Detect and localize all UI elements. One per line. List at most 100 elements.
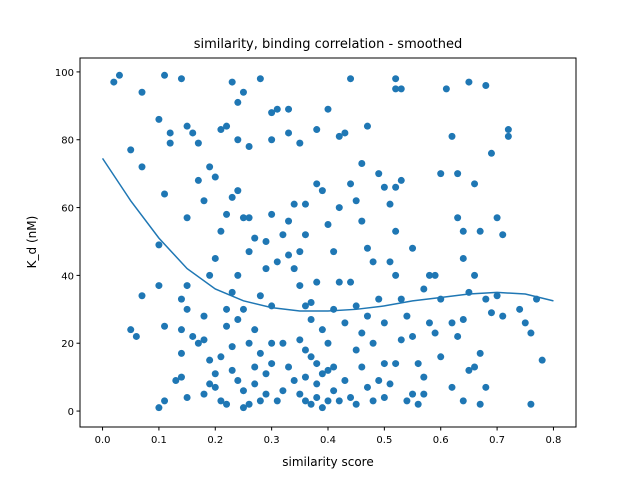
x-tick-label: 0.0 <box>95 435 111 446</box>
scatter-point <box>504 132 512 140</box>
scatter-point <box>211 370 219 378</box>
scatter-point <box>228 288 236 296</box>
scatter-point <box>234 271 242 279</box>
scatter-point <box>127 146 135 154</box>
scatter-point <box>471 363 479 371</box>
scatter-point <box>234 98 242 106</box>
scatter-point <box>200 336 208 344</box>
scatter-point <box>476 227 484 235</box>
scatter-point <box>397 176 405 184</box>
scatter-point <box>313 180 321 188</box>
scatter-point <box>301 231 309 239</box>
scatter-point <box>335 132 343 140</box>
scatter-point <box>324 221 332 229</box>
plot-area: 0.0 0.1 0.2 0.3 0.4 0.5 0.6 0.7 0.8 0 20 40 60 80 100 <box>55 68 562 446</box>
scatter-point <box>335 278 343 286</box>
scatter-point <box>285 129 293 137</box>
scatter-point <box>262 265 270 273</box>
scatter-point <box>132 332 140 340</box>
scatter-point <box>256 397 264 405</box>
scatter-point <box>459 254 467 262</box>
scatter-point <box>487 149 495 157</box>
scatter-point <box>482 81 490 89</box>
scatter-point <box>459 315 467 323</box>
scatter-point <box>279 231 287 239</box>
scatter-point <box>268 109 276 117</box>
x-tick-label: 0.4 <box>320 435 336 446</box>
y-tick-label: 20 <box>61 339 74 350</box>
scatter-point <box>375 377 383 385</box>
scatter-point <box>499 312 507 320</box>
scatter-point <box>239 404 247 412</box>
scatter-point <box>358 159 366 167</box>
scatter-point <box>285 217 293 225</box>
scatter-point <box>363 312 371 320</box>
scatter-point <box>380 360 388 368</box>
scatter-point <box>177 349 185 357</box>
scatter-point <box>239 305 247 313</box>
scatter-point <box>307 400 315 408</box>
scatter-point <box>200 312 208 320</box>
scatter-point <box>482 295 490 303</box>
scatter-point <box>313 126 321 134</box>
scatter-point <box>223 305 231 313</box>
scatter-point <box>183 393 191 401</box>
scatter-point <box>386 380 394 388</box>
scatter-point <box>138 88 146 96</box>
scatter-point <box>301 302 309 310</box>
scatter-point <box>454 332 462 340</box>
scatter-point <box>341 129 349 137</box>
scatter-point <box>538 356 546 364</box>
scatter-point <box>454 170 462 178</box>
scatter-point <box>335 204 343 212</box>
y-axis-label: K_d (nM) <box>25 216 39 269</box>
scatter-point <box>358 329 366 337</box>
y-tick-label: 0 <box>68 407 74 418</box>
scatter-point <box>268 210 276 218</box>
scatter-point <box>307 315 315 323</box>
scatter-point <box>245 400 253 408</box>
scatter-point <box>251 363 259 371</box>
scatter-point <box>403 312 411 320</box>
scatter-point <box>183 282 191 290</box>
scatter-point <box>392 360 400 368</box>
scatter-point <box>268 136 276 144</box>
scatter-point <box>234 136 242 144</box>
scatter-point <box>251 380 259 388</box>
scatter-point <box>392 271 400 279</box>
scatter-point <box>341 377 349 385</box>
scatter-point <box>313 278 321 286</box>
scatter-point <box>459 397 467 405</box>
scatter-point <box>177 75 185 83</box>
scatter-point <box>476 349 484 357</box>
scatter-point <box>392 227 400 235</box>
axes-frame <box>79 57 577 428</box>
scatter-point <box>228 343 236 351</box>
scatter-point <box>189 332 197 340</box>
scatter-point <box>380 393 388 401</box>
scatter-point <box>431 271 439 279</box>
scatter-point <box>256 292 264 300</box>
scatter-point <box>194 176 202 184</box>
scatter-point <box>318 187 326 195</box>
scatter-point <box>296 390 304 398</box>
scatter-point <box>420 373 428 381</box>
scatter-point <box>110 78 118 86</box>
scatter-point <box>127 326 135 334</box>
scatter-point <box>239 387 247 395</box>
scatter-point <box>369 258 377 266</box>
scatter-point <box>234 187 242 195</box>
scatter-point <box>397 85 405 93</box>
scatter-point <box>206 380 214 388</box>
scatter-point <box>273 397 281 405</box>
scatter-point <box>493 214 501 222</box>
scatter-point <box>273 105 281 113</box>
scatter-point <box>251 326 259 334</box>
scatter-point <box>476 400 484 408</box>
scatter-point <box>330 248 338 256</box>
scatter-point <box>352 400 360 408</box>
scatter-point <box>285 105 293 113</box>
scatter-point <box>172 377 180 385</box>
scatter-point <box>256 349 264 357</box>
